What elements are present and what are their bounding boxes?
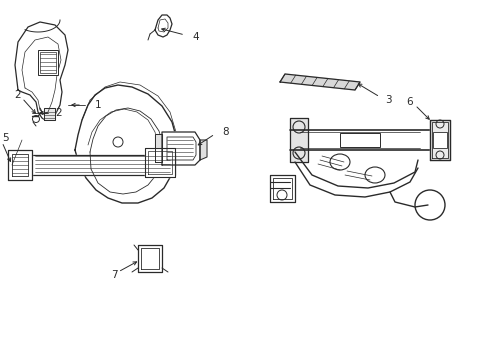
Bar — [340, 133, 380, 147]
Bar — [40, 52, 56, 73]
Polygon shape — [44, 108, 55, 120]
Polygon shape — [200, 140, 207, 160]
Polygon shape — [145, 148, 175, 177]
Polygon shape — [8, 150, 32, 180]
Polygon shape — [138, 245, 162, 272]
Polygon shape — [155, 134, 162, 162]
Text: 5: 5 — [2, 133, 9, 143]
Text: 1: 1 — [95, 100, 101, 110]
Text: 2: 2 — [55, 108, 62, 118]
Text: 3: 3 — [385, 95, 392, 105]
Polygon shape — [162, 132, 200, 165]
Polygon shape — [155, 15, 172, 37]
Text: 2: 2 — [15, 90, 21, 100]
Text: 4: 4 — [192, 32, 198, 42]
Polygon shape — [15, 22, 68, 120]
Polygon shape — [270, 175, 295, 202]
Polygon shape — [430, 120, 450, 160]
Polygon shape — [280, 74, 360, 90]
Text: 6: 6 — [407, 97, 413, 107]
Polygon shape — [28, 155, 175, 175]
Text: 8: 8 — [222, 127, 229, 137]
Bar — [433, 132, 447, 148]
Text: 7: 7 — [111, 270, 117, 280]
Bar — [38, 50, 58, 75]
Polygon shape — [290, 118, 308, 162]
Polygon shape — [75, 85, 177, 203]
